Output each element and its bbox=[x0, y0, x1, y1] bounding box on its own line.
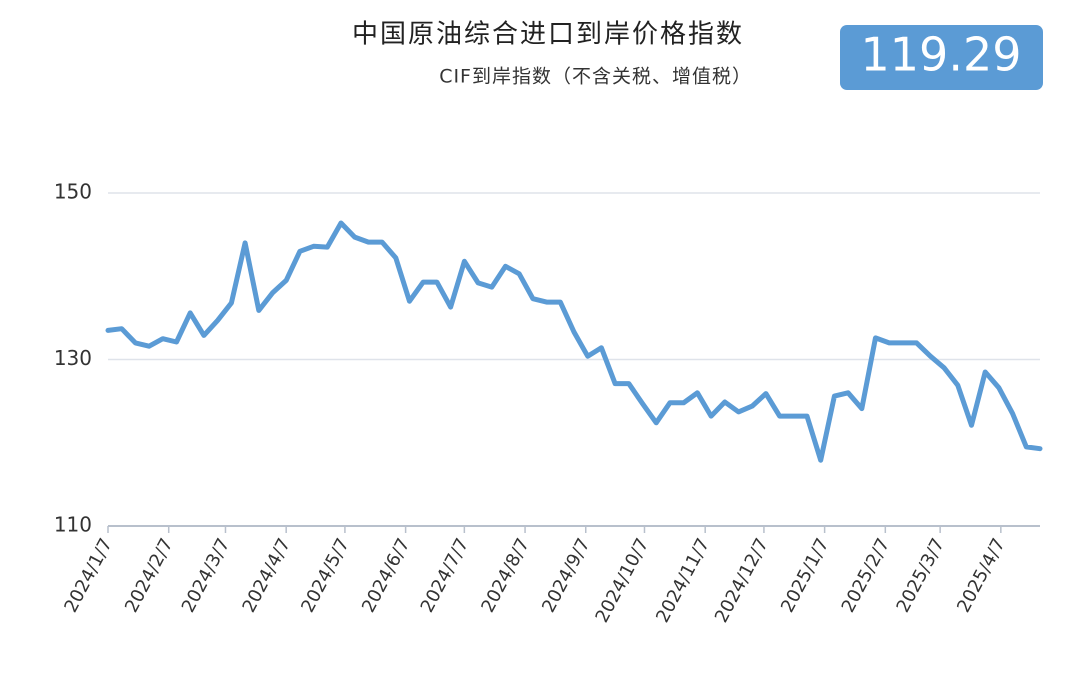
y-tick-label: 150 bbox=[54, 180, 92, 204]
x-tick-label: 2024/12/7 bbox=[711, 535, 773, 626]
chart-title: 中国原油综合进口到岸价格指数 bbox=[352, 20, 744, 50]
x-tick-label: 2024/2/7 bbox=[121, 535, 177, 616]
latest-badge bbox=[840, 25, 1043, 90]
y-tick-label: 110 bbox=[54, 513, 92, 537]
x-tick-label: 2025/1/7 bbox=[777, 535, 833, 616]
x-tick-label: 2025/4/7 bbox=[953, 535, 1009, 616]
latest-value: 119.29 bbox=[861, 28, 1022, 82]
x-tick-label: 2024/7/7 bbox=[417, 535, 473, 616]
x-tick-label: 2024/8/7 bbox=[477, 535, 533, 616]
x-tick-label: 2025/2/7 bbox=[838, 535, 894, 616]
x-tick-label: 2024/9/7 bbox=[538, 535, 594, 616]
x-tick-label: 2024/5/7 bbox=[297, 535, 353, 616]
x-tick-label: 2024/3/7 bbox=[178, 535, 234, 616]
x-tick-label: 2024/11/7 bbox=[652, 535, 714, 626]
x-tick-label: 2025/3/7 bbox=[892, 535, 948, 616]
x-tick-label: 2024/10/7 bbox=[591, 535, 653, 626]
line-series bbox=[105, 220, 1043, 463]
x-tick-label: 2024/6/7 bbox=[358, 535, 414, 616]
chart-subtitle: CIF到岸指数（不含关税、增值税） bbox=[439, 66, 752, 88]
x-tick-label: 2024/4/7 bbox=[239, 535, 295, 616]
y-tick-label: 130 bbox=[54, 346, 92, 370]
x-tick-label: 2024/1/7 bbox=[60, 535, 116, 616]
